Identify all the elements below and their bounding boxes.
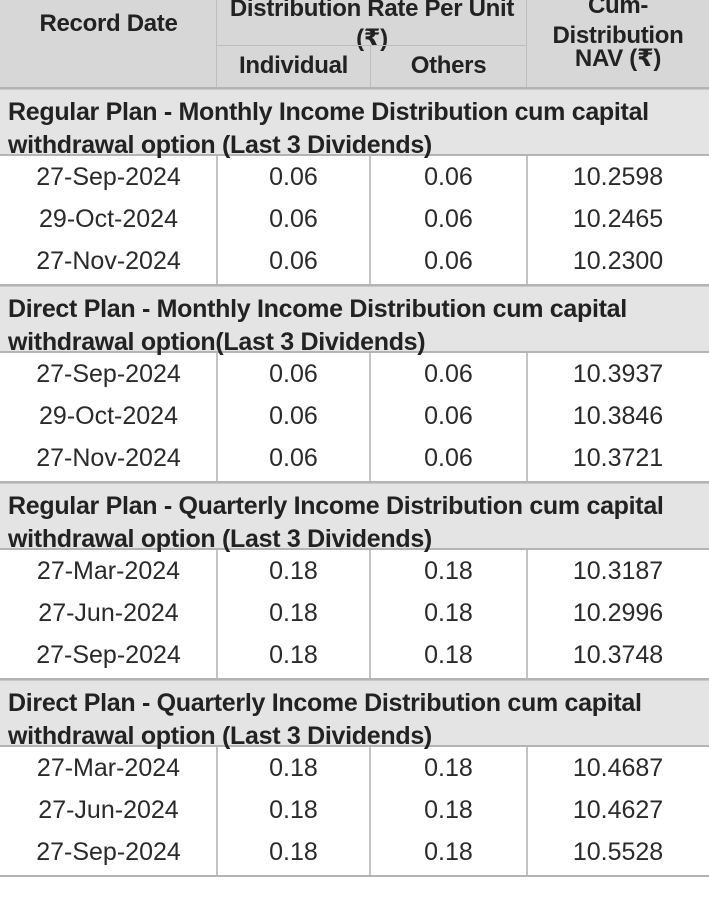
header-divider	[526, 0, 527, 87]
record-date-cell: 27-Sep-2024	[36, 641, 181, 669]
others-cell: 0.06	[424, 205, 473, 233]
record-date-cell: 27-Nov-2024	[36, 444, 181, 472]
record-date-cell: 27-Jun-2024	[38, 599, 179, 627]
nav-cell: 10.4687	[572, 754, 664, 782]
individual-cell: 0.06	[269, 444, 318, 472]
nav-cell: 10.2300	[572, 247, 664, 275]
section-rows: 27-Mar-2024 0.18 0.18 10.3187 27-Jun-202…	[0, 550, 709, 680]
column-divider	[526, 747, 528, 875]
section-direct-quarterly: Direct Plan - Quarterly Income Distribut…	[0, 680, 709, 877]
section-title: Regular Plan - Quarterly Income Distribu…	[0, 483, 709, 553]
others-cell: 0.06	[424, 247, 473, 275]
table-row: 27-Sep-2024 0.06 0.06 10.2598	[0, 156, 709, 198]
header-nav: NAV (₹)	[574, 45, 662, 72]
section-title: Direct Plan - Monthly Income Distributio…	[0, 286, 709, 356]
column-divider	[216, 550, 218, 678]
nav-cell: 10.4627	[572, 796, 664, 824]
table-header: Record Date Distribution Rate Per Unit (…	[0, 0, 709, 89]
column-divider	[369, 353, 371, 481]
table-row: 27-Mar-2024 0.18 0.18 10.4687	[0, 747, 709, 789]
table-row: 27-Sep-2024 0.06 0.06 10.3937	[0, 353, 709, 395]
others-cell: 0.18	[424, 641, 473, 669]
header-distribution-rate: Distribution Rate Per Unit (₹)	[229, 0, 515, 52]
column-divider	[526, 550, 528, 678]
others-cell: 0.06	[424, 444, 473, 472]
header-record-date: Record Date	[39, 10, 178, 37]
column-divider	[369, 156, 371, 284]
section-rows: 27-Sep-2024 0.06 0.06 10.3937 29-Oct-202…	[0, 353, 709, 483]
individual-cell: 0.18	[269, 838, 318, 866]
individual-cell: 0.18	[269, 754, 318, 782]
table-row: 27-Nov-2024 0.06 0.06 10.3721	[0, 437, 709, 479]
table-row: 27-Jun-2024 0.18 0.18 10.2996	[0, 592, 709, 634]
table-row: 29-Oct-2024 0.06 0.06 10.3846	[0, 395, 709, 437]
record-date-cell: 27-Sep-2024	[36, 163, 181, 191]
nav-cell: 10.2996	[572, 599, 664, 627]
section-rows: 27-Mar-2024 0.18 0.18 10.4687 27-Jun-202…	[0, 747, 709, 877]
header-divider	[370, 46, 371, 87]
section-regular-quarterly: Regular Plan - Quarterly Income Distribu…	[0, 483, 709, 680]
individual-cell: 0.06	[269, 163, 318, 191]
individual-cell: 0.18	[269, 557, 318, 585]
header-others: Others	[410, 52, 487, 79]
section-title: Regular Plan - Monthly Income Distributi…	[0, 89, 709, 159]
column-divider	[526, 156, 528, 284]
nav-cell: 10.2465	[572, 205, 664, 233]
others-cell: 0.18	[424, 754, 473, 782]
column-divider	[526, 353, 528, 481]
section-regular-monthly: Regular Plan - Monthly Income Distributi…	[0, 89, 709, 286]
section-rows: 27-Sep-2024 0.06 0.06 10.2598 29-Oct-202…	[0, 156, 709, 286]
individual-cell: 0.18	[269, 599, 318, 627]
column-divider	[216, 747, 218, 875]
nav-cell: 10.5528	[572, 838, 664, 866]
column-divider	[216, 156, 218, 284]
individual-cell: 0.18	[269, 796, 318, 824]
nav-cell: 10.3846	[572, 402, 664, 430]
nav-cell: 10.2598	[572, 163, 664, 191]
table-row: 27-Nov-2024 0.06 0.06 10.2300	[0, 240, 709, 282]
table-row: 27-Mar-2024 0.18 0.18 10.3187	[0, 550, 709, 592]
header-individual: Individual	[238, 52, 348, 79]
record-date-cell: 27-Sep-2024	[36, 360, 181, 388]
others-cell: 0.06	[424, 163, 473, 191]
nav-cell: 10.3187	[572, 557, 664, 585]
nav-cell: 10.3721	[572, 444, 664, 472]
individual-cell: 0.18	[269, 641, 318, 669]
individual-cell: 0.06	[269, 205, 318, 233]
table-row: 29-Oct-2024 0.06 0.06 10.2465	[0, 198, 709, 240]
others-cell: 0.06	[424, 360, 473, 388]
individual-cell: 0.06	[269, 247, 318, 275]
record-date-cell: 29-Oct-2024	[39, 402, 178, 430]
header-cum-distribution: Cum-Distribution	[552, 0, 684, 49]
nav-cell: 10.3937	[572, 360, 664, 388]
table-row: 27-Sep-2024 0.18 0.18 10.3748	[0, 634, 709, 676]
column-divider	[369, 747, 371, 875]
header-divider	[217, 45, 527, 46]
record-date-cell: 29-Oct-2024	[39, 205, 178, 233]
header-divider	[216, 0, 217, 87]
table-row: 27-Jun-2024 0.18 0.18 10.4627	[0, 789, 709, 831]
individual-cell: 0.06	[269, 360, 318, 388]
record-date-cell: 27-Mar-2024	[36, 557, 181, 585]
others-cell: 0.18	[424, 599, 473, 627]
others-cell: 0.18	[424, 796, 473, 824]
column-divider	[369, 550, 371, 678]
others-cell: 0.06	[424, 402, 473, 430]
others-cell: 0.18	[424, 557, 473, 585]
distribution-table: Record Date Distribution Rate Per Unit (…	[0, 0, 709, 877]
column-divider	[216, 353, 218, 481]
record-date-cell: 27-Sep-2024	[36, 838, 181, 866]
others-cell: 0.18	[424, 838, 473, 866]
section-direct-monthly: Direct Plan - Monthly Income Distributio…	[0, 286, 709, 483]
nav-cell: 10.3748	[572, 641, 664, 669]
section-title: Direct Plan - Quarterly Income Distribut…	[0, 680, 709, 750]
record-date-cell: 27-Mar-2024	[36, 754, 181, 782]
record-date-cell: 27-Jun-2024	[38, 796, 179, 824]
record-date-cell: 27-Nov-2024	[36, 247, 181, 275]
individual-cell: 0.06	[269, 402, 318, 430]
table-row: 27-Sep-2024 0.18 0.18 10.5528	[0, 831, 709, 873]
